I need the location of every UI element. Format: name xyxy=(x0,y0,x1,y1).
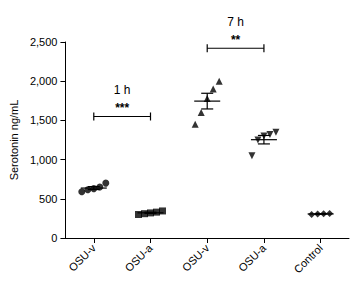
svg-text:500: 500 xyxy=(39,193,57,205)
svg-text:1,500: 1,500 xyxy=(30,114,58,126)
svg-text:**: ** xyxy=(231,33,241,47)
svg-text:OSU-a: OSU-a xyxy=(236,241,269,274)
svg-text:7 h: 7 h xyxy=(227,15,244,29)
svg-text:Serotonin ng/mL: Serotonin ng/mL xyxy=(8,100,20,181)
svg-text:1,000: 1,000 xyxy=(30,154,58,166)
svg-text:1 h: 1 h xyxy=(114,83,131,97)
svg-text:0: 0 xyxy=(51,232,57,244)
svg-text:***: *** xyxy=(115,101,129,115)
svg-text:OSU-v: OSU-v xyxy=(66,241,98,273)
svg-text:OSU-v: OSU-v xyxy=(180,241,212,273)
svg-text:2,500: 2,500 xyxy=(30,36,58,48)
svg-text:2,000: 2,000 xyxy=(30,75,58,87)
svg-text:Control: Control xyxy=(291,242,325,276)
svg-text:OSU-a: OSU-a xyxy=(123,241,156,274)
